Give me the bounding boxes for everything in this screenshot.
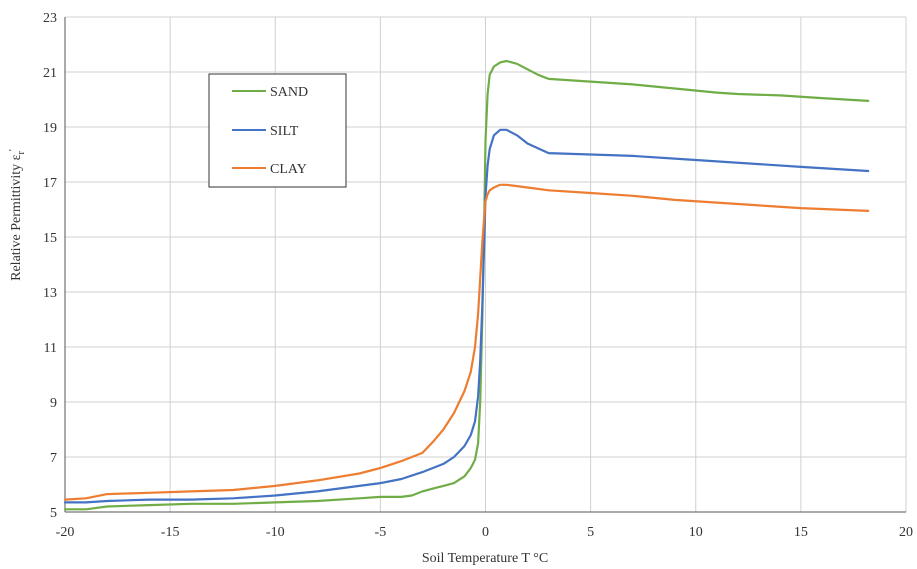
legend-label-silt: SILT — [270, 124, 299, 139]
y-tick-label: 13 — [43, 286, 57, 301]
y-tick-label: 11 — [44, 341, 57, 356]
axes — [64, 17, 906, 513]
legend-label-sand: SAND — [270, 85, 308, 100]
x-tick-label: 10 — [689, 525, 703, 540]
y-axis-title-prime: ' — [7, 149, 19, 151]
y-axis-title-subscript: r — [16, 150, 27, 154]
y-tick-label: 23 — [43, 11, 57, 26]
legend: SAND SILT CLAY — [208, 73, 347, 188]
series-line-sand — [63, 59, 870, 511]
legend-label-clay: CLAY — [270, 162, 307, 177]
x-tick-label: 5 — [587, 525, 594, 540]
x-tick-label: -5 — [375, 525, 387, 540]
y-tick-label: 5 — [50, 506, 57, 521]
legend-box — [208, 73, 347, 188]
y-tick-label: 9 — [50, 396, 57, 411]
y-tick-label: 21 — [43, 66, 57, 81]
series-line-silt — [63, 128, 870, 504]
y-axis-title: Relative Permittivity εr' — [7, 149, 27, 281]
x-tick-label: -20 — [56, 525, 75, 540]
y-tick-label: 17 — [43, 176, 57, 191]
x-axis-title: Soil Temperature T °C — [422, 551, 548, 566]
series-lines — [63, 59, 870, 511]
y-tick-label: 15 — [43, 231, 57, 246]
series-line-clay — [63, 183, 870, 501]
x-tick-label: -15 — [161, 525, 180, 540]
x-tick-label: 15 — [794, 525, 808, 540]
x-tick-label: -10 — [266, 525, 285, 540]
y-axis-title-group: Relative Permittivity εr' — [7, 149, 27, 281]
y-tick-label: 19 — [43, 121, 57, 136]
tick-labels: 5 7 9 11 13 15 17 19 21 23 -20 -15 -10 -5 0 5 10 15 20 — [43, 11, 913, 540]
x-tick-label: 20 — [899, 525, 913, 540]
x-tick-label: 0 — [482, 525, 489, 540]
y-tick-label: 7 — [50, 451, 57, 466]
